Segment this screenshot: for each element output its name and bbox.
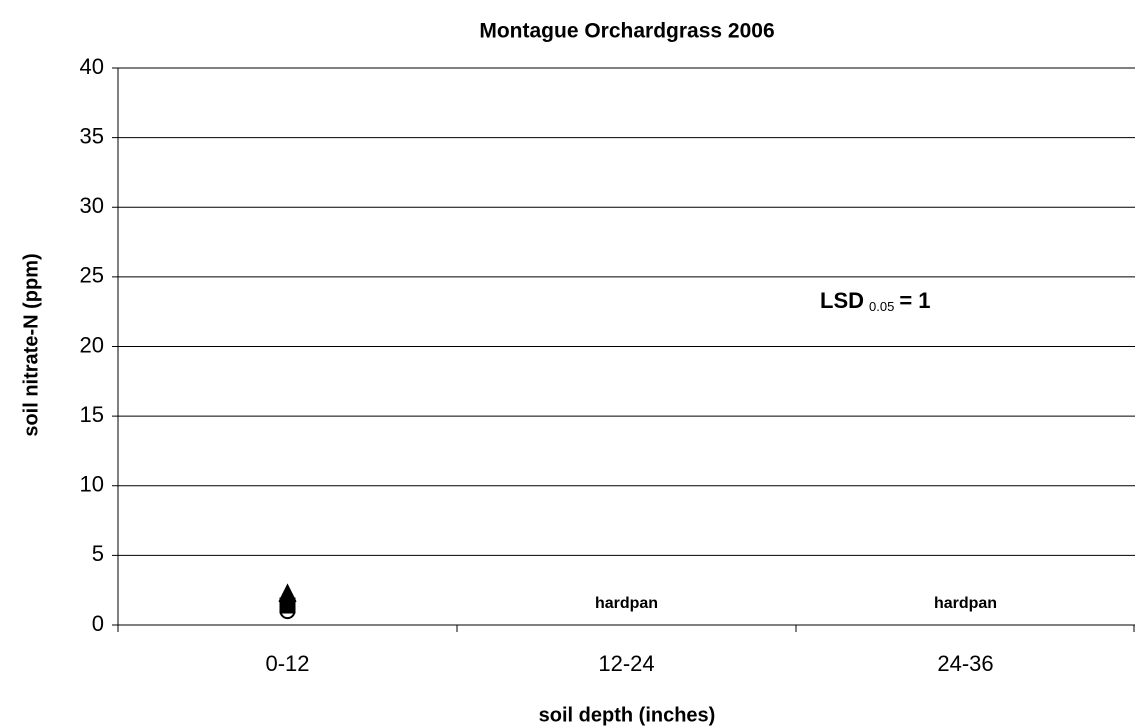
y-tick-label: 0 [92,611,104,636]
marker [278,583,297,602]
lsd-subscript: 0.05 [869,299,894,314]
y-tick-label: 40 [80,54,104,79]
x-tick-label: 24-36 [937,651,993,676]
annotation: hardpan [934,595,997,612]
lsd-annotation: LSD 0.05 = 1 [820,288,931,315]
annotation: hardpan [595,595,658,612]
lsd-text: LSD [820,288,864,313]
x-tick-label: 0-12 [265,651,309,676]
y-tick-label: 20 [80,332,104,357]
x-axis-label: soil depth (inches) [539,704,716,726]
y-tick-label: 30 [80,193,104,218]
y-axis-label: soil nitrate-N (ppm) [20,253,42,436]
y-tick-label: 15 [80,402,104,427]
y-tick-label: 25 [80,263,104,288]
y-tick-label: 5 [92,541,104,566]
y-tick-label: 10 [80,472,104,497]
y-tick-label: 35 [80,123,104,148]
chart-title: Montague Orchardgrass 2006 [479,20,774,43]
x-tick-label: 12-24 [598,651,654,676]
lsd-suffix: = 1 [899,288,930,313]
